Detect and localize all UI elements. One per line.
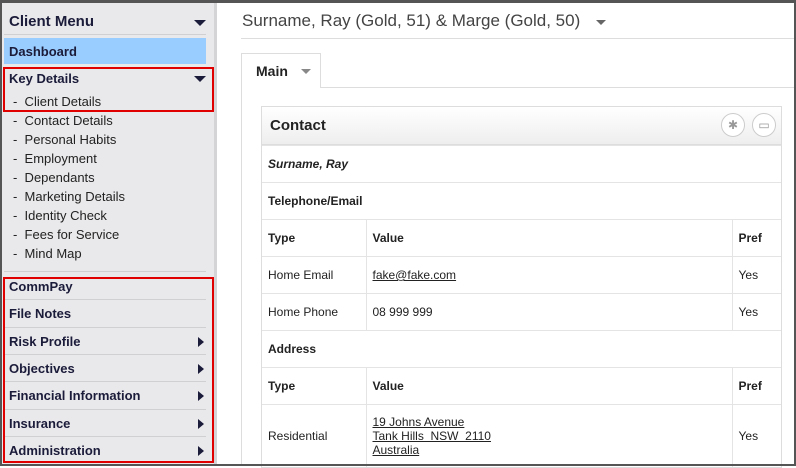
sidebar-item-key-details[interactable]: Key Details (9, 71, 80, 86)
sidebar-subitem[interactable]: - Fees for Service (13, 227, 120, 242)
contact-panel: Contact ✱ ▭ Surname, Ray Telephone/Email… (261, 106, 782, 468)
sidebar-subitem[interactable]: - Dependants (13, 170, 95, 185)
sidebar-group-item[interactable]: File Notes (9, 306, 72, 322)
sidebar-group-item[interactable]: Financial Information (9, 388, 141, 404)
tab-label: Main (256, 63, 288, 79)
sidebar-subitem[interactable]: - Identity Check (13, 208, 107, 223)
client-title[interactable]: Surname, Ray (Gold, 51) & Marge (Gold, 5… (242, 11, 581, 30)
chevron-down-icon[interactable] (194, 76, 206, 82)
sidebar-group-item[interactable]: CommPay (9, 279, 73, 294)
sidebar-subitem[interactable]: - Personal Habits (13, 132, 117, 147)
sidebar-subitem[interactable]: - Contact Details (13, 113, 113, 128)
email-link[interactable]: fake@fake.com (372, 268, 457, 282)
section-address: Address (262, 330, 781, 368)
client-menu-title: Client Menu (9, 13, 94, 30)
sidebar-group-item[interactable]: Risk Profile (9, 333, 81, 349)
column-header-pref: Pref (731, 367, 781, 405)
sidebar-group-item[interactable]: Administration (9, 442, 101, 458)
chevron-down-icon[interactable] (194, 20, 206, 26)
gear-icon[interactable]: ✱ (721, 113, 745, 137)
column-header-value: Value (365, 367, 732, 405)
table-row: Home Email fake@fake.com Yes (262, 256, 781, 294)
column-header-pref: Pref (731, 219, 781, 257)
section-telephone-email: Telephone/Email (262, 182, 781, 220)
maximize-icon[interactable]: ▭ (752, 113, 776, 137)
sidebar-item-dashboard[interactable]: Dashboard (4, 38, 206, 64)
column-header-type: Type (262, 219, 366, 257)
table-row: Home Phone 08 999 999 Yes (262, 293, 781, 331)
client-menu-sidebar: Client Menu Dashboard Key Details - Clie… (2, 3, 217, 464)
chevron-down-icon[interactable] (301, 69, 311, 74)
chevron-right-icon[interactable] (198, 445, 204, 456)
sidebar-subitem[interactable]: - Mind Map (13, 246, 82, 261)
sidebar-subitem[interactable]: - Employment (13, 151, 97, 166)
chevron-right-icon[interactable] (198, 418, 204, 429)
annotation-box (3, 277, 214, 463)
table-row: Residential 19 Johns Avenue Tank Hills NSW… (262, 404, 781, 467)
annotation-box (3, 67, 214, 112)
panel-title: Contact (270, 117, 326, 134)
tab-main[interactable]: Main (241, 53, 321, 88)
address-link[interactable]: 19 Johns Avenue Tank Hills NSW 2110 Austra… (372, 414, 491, 457)
chevron-down-icon[interactable] (596, 20, 606, 25)
sidebar-group-item[interactable]: Objectives (9, 360, 75, 376)
chevron-right-icon[interactable] (198, 363, 204, 374)
sidebar-group-item[interactable]: Insurance (9, 415, 71, 431)
person-name: Surname, Ray (262, 145, 781, 183)
column-header-value: Value (365, 219, 732, 257)
chevron-right-icon[interactable] (198, 336, 204, 347)
sidebar-subitem[interactable]: - Client Details (13, 94, 102, 109)
chevron-right-icon[interactable] (198, 391, 204, 402)
column-header-type: Type (262, 367, 366, 405)
sidebar-subitem[interactable]: - Marketing Details (13, 189, 125, 204)
contact-table: Surname, Ray Telephone/Email Type Value Pr… (262, 145, 781, 467)
